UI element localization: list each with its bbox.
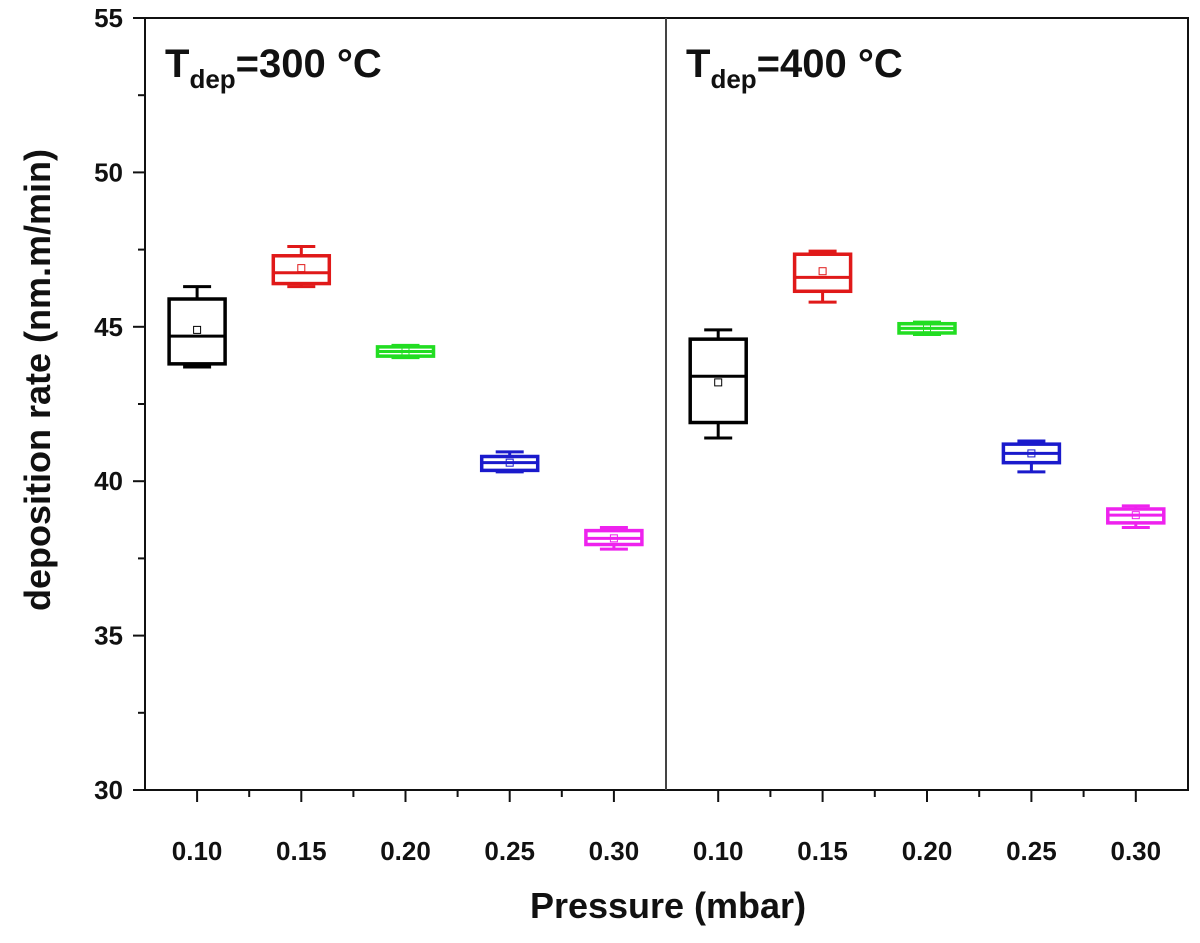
box-0.30: [584, 526, 644, 551]
box-0.10: [688, 328, 748, 440]
x-tick-label: 0.10: [172, 836, 223, 866]
box-0.30: [1106, 504, 1166, 530]
panel-titles: Tdep=300 °C Tdep=400 °C: [165, 42, 903, 94]
mean-marker: [1131, 511, 1140, 520]
box-iqr: [167, 297, 227, 366]
x-tick-label: 0.15: [276, 836, 327, 866]
panel-title-subscript: dep: [710, 64, 756, 94]
box-0.20: [375, 343, 436, 360]
y-tick-label: 50: [94, 157, 123, 187]
mean-marker: [923, 324, 931, 333]
box-iqr: [271, 254, 332, 286]
mean-marker: [297, 264, 306, 273]
box-iqr: [688, 337, 748, 425]
y-tick-label: 30: [94, 775, 123, 805]
x-tick-label: 0.10: [693, 836, 744, 866]
x-tick-label: 0.25: [484, 836, 535, 866]
mean-marker: [401, 347, 410, 356]
box-0.25: [1001, 439, 1062, 474]
mean-marker: [1027, 449, 1036, 458]
x-axis-label: Pressure (mbar): [530, 885, 806, 926]
box-0.25: [479, 450, 540, 474]
box-iqr: [792, 252, 853, 294]
panel-title-main: T: [165, 42, 189, 86]
panel-title-value: =400 °C: [757, 42, 903, 86]
y-tick-label: 35: [94, 621, 123, 651]
panel-title-main: T: [686, 42, 710, 86]
mean-marker: [193, 325, 202, 334]
box-0.15: [792, 249, 853, 304]
panel-title: Tdep=400 °C: [686, 42, 903, 94]
box-0.10: [167, 285, 227, 369]
x-tick-label: 0.30: [1110, 836, 1161, 866]
x-tick-label: 0.25: [1006, 836, 1057, 866]
plot-frame: [144, 17, 1189, 791]
panel-title-subscript: dep: [189, 64, 235, 94]
mean-marker: [505, 458, 514, 467]
panel-title: Tdep=300 °C: [165, 42, 382, 94]
mean-marker: [609, 534, 618, 543]
mean-marker: [714, 378, 723, 387]
y-axis: 30 35 40 45 50 55: [94, 3, 145, 805]
mean-marker: [818, 267, 827, 276]
y-tick-label: 40: [94, 466, 123, 496]
y-axis-label: deposition rate (nm.m/min): [17, 149, 58, 611]
box-0.20: [897, 320, 957, 337]
box-0.15: [271, 245, 332, 289]
x-tick-label: 0.15: [797, 836, 848, 866]
x-axis: 0.10 0.15 0.20 0.25 0.30 0.10 0.15 0.20 0.25 0.30: [172, 790, 1161, 866]
box-series: [167, 245, 1166, 551]
y-tick-label: 45: [94, 312, 123, 342]
x-tick-label: 0.30: [589, 836, 640, 866]
panel-title-value: =300 °C: [236, 42, 382, 86]
x-tick-label: 0.20: [902, 836, 953, 866]
y-tick-label: 55: [94, 3, 123, 33]
x-tick-label: 0.20: [380, 836, 431, 866]
